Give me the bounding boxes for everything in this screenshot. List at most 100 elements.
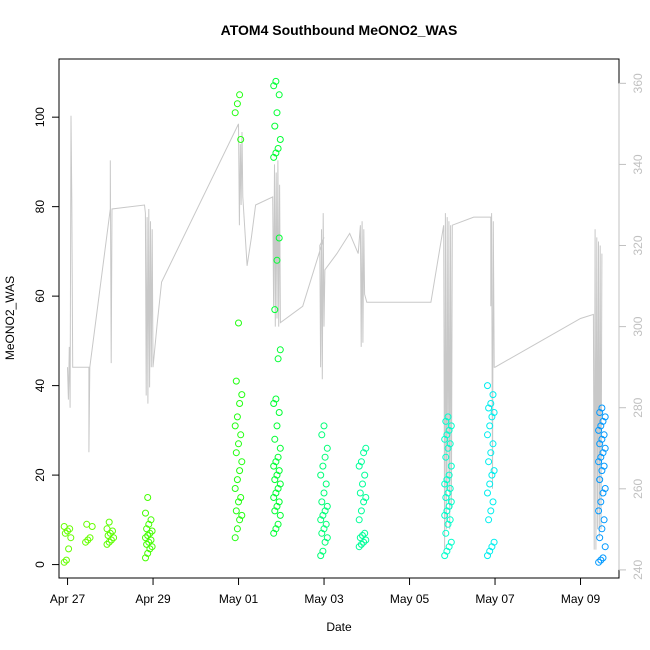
data-point bbox=[362, 444, 370, 452]
data-point bbox=[486, 480, 494, 488]
y-tick-label: 80 bbox=[33, 200, 47, 214]
data-point bbox=[145, 538, 153, 546]
data-point bbox=[359, 480, 366, 488]
data-point bbox=[275, 498, 283, 506]
y-tick-label: 40 bbox=[33, 379, 47, 393]
data-point bbox=[490, 467, 498, 475]
data-point bbox=[237, 431, 245, 439]
data-point bbox=[486, 422, 494, 430]
data-point bbox=[274, 453, 282, 461]
data-point bbox=[271, 122, 279, 130]
data-point bbox=[489, 498, 497, 506]
data-point bbox=[442, 453, 450, 461]
data-point bbox=[233, 525, 241, 533]
y-axis-label: MeONO2_WAS bbox=[3, 276, 17, 360]
y-tick-label: 0 bbox=[33, 561, 47, 568]
data-point bbox=[232, 377, 240, 385]
data-point bbox=[237, 136, 245, 143]
data-point bbox=[275, 234, 283, 242]
data-point bbox=[236, 516, 244, 524]
data-point bbox=[107, 536, 115, 544]
data-point bbox=[274, 145, 282, 152]
data-point bbox=[323, 534, 331, 542]
data-point bbox=[105, 518, 113, 526]
data-point bbox=[86, 534, 94, 542]
data-point bbox=[238, 391, 246, 399]
y-tick-label-right: 320 bbox=[631, 235, 645, 255]
data-point bbox=[276, 136, 284, 143]
data-point bbox=[597, 498, 605, 506]
data-point bbox=[146, 545, 154, 553]
data-point bbox=[143, 540, 151, 548]
data-point bbox=[233, 413, 241, 421]
data-point bbox=[318, 431, 326, 439]
data-point bbox=[236, 400, 244, 407]
data-point bbox=[276, 444, 284, 452]
data-point bbox=[273, 109, 281, 117]
y-tick-label-right: 260 bbox=[631, 478, 645, 498]
data-point bbox=[447, 538, 455, 546]
data-point bbox=[484, 489, 491, 497]
data-point bbox=[444, 413, 452, 421]
data-point bbox=[275, 467, 283, 475]
data-point bbox=[359, 532, 366, 539]
data-point bbox=[362, 494, 370, 501]
data-point bbox=[236, 467, 244, 475]
x-tick-label: Apr 29 bbox=[135, 592, 171, 606]
data-point bbox=[599, 449, 607, 457]
data-point bbox=[447, 498, 455, 506]
data-point bbox=[142, 509, 149, 517]
secondary-line-group bbox=[67, 115, 603, 550]
data-point bbox=[361, 529, 369, 537]
data-point bbox=[489, 391, 497, 399]
data-point bbox=[447, 462, 455, 470]
data-point bbox=[487, 507, 495, 515]
data-point bbox=[231, 534, 239, 542]
data-point bbox=[270, 153, 278, 161]
y-tick-label-right: 300 bbox=[631, 316, 645, 336]
data-point bbox=[484, 552, 491, 560]
data-point bbox=[488, 413, 496, 421]
y-tick-label: 60 bbox=[33, 289, 47, 303]
data-point bbox=[484, 382, 491, 390]
data-point bbox=[319, 462, 327, 470]
data-point bbox=[441, 552, 449, 560]
x-tick-label: May 05 bbox=[390, 592, 430, 606]
chart-title: ATOM4 Southbound MeONO2_WAS bbox=[221, 22, 458, 38]
data-point bbox=[104, 532, 112, 539]
x-tick-label: May 07 bbox=[475, 592, 515, 606]
x-tick-label: May 09 bbox=[561, 592, 601, 606]
data-point bbox=[441, 480, 449, 488]
data-point bbox=[601, 413, 609, 421]
y-axis: 0 20 40 60 80 100 bbox=[33, 107, 60, 568]
x-axis-label: Date bbox=[326, 620, 352, 634]
data-point bbox=[61, 529, 69, 537]
data-point bbox=[144, 532, 152, 539]
data-point bbox=[487, 449, 495, 457]
data-point bbox=[231, 485, 239, 492]
data-point bbox=[231, 422, 239, 430]
data-point bbox=[317, 516, 325, 524]
data-point bbox=[600, 431, 608, 439]
data-point bbox=[356, 489, 364, 497]
data-point bbox=[595, 558, 603, 566]
data-point bbox=[595, 507, 603, 515]
data-point bbox=[597, 556, 605, 564]
secondary-series-line bbox=[67, 115, 603, 550]
data-point bbox=[231, 109, 239, 117]
x-tick-label: May 03 bbox=[304, 592, 344, 606]
data-point bbox=[275, 91, 283, 99]
data-point bbox=[485, 516, 493, 524]
data-point bbox=[356, 534, 364, 542]
data-point bbox=[323, 444, 331, 452]
data-point bbox=[276, 511, 284, 519]
data-point bbox=[60, 523, 68, 530]
data-point bbox=[446, 440, 454, 448]
data-point bbox=[105, 538, 113, 546]
data-point bbox=[357, 540, 365, 548]
data-point bbox=[270, 462, 278, 470]
data-point bbox=[144, 494, 152, 501]
data-point bbox=[232, 449, 240, 457]
data-point bbox=[357, 507, 365, 515]
